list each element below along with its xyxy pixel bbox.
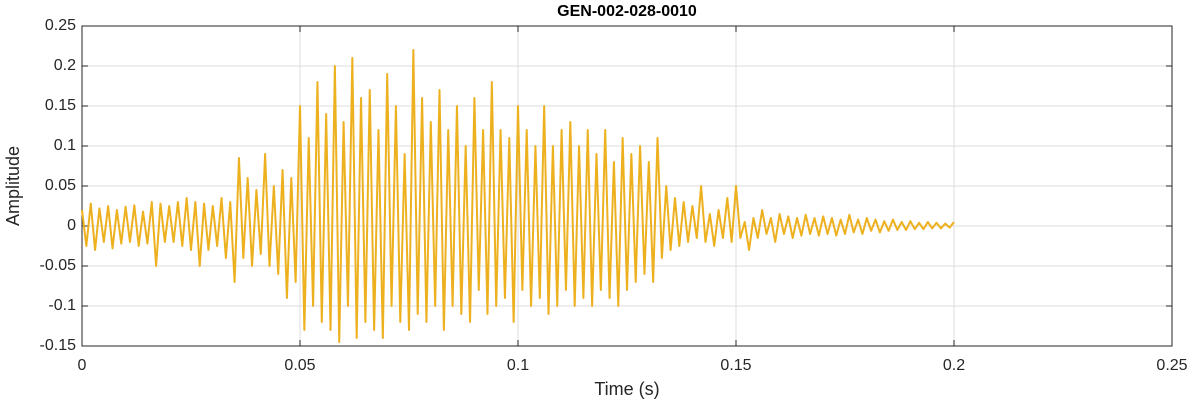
y-tick-label: 0 <box>67 217 76 234</box>
x-tick-label: 0.05 <box>284 357 315 374</box>
y-tick-label: -0.15 <box>40 337 77 354</box>
y-tick-label: -0.1 <box>48 297 76 314</box>
plot-frame <box>81 25 1173 347</box>
y-tick-label: 0.05 <box>45 177 76 194</box>
x-tick-label: 0.25 <box>1156 357 1187 374</box>
y-tick-label: 0.2 <box>54 57 76 74</box>
chart-title: GEN-002-028-0010 <box>557 3 697 20</box>
y-tick-label: -0.05 <box>40 257 77 274</box>
x-tick-label: 0.15 <box>720 357 751 374</box>
x-tick-label: 0 <box>78 357 87 374</box>
x-tick-label: 0.1 <box>507 357 529 374</box>
x-axis-label: Time (s) <box>594 379 659 399</box>
x-tick-label: 0.2 <box>943 357 965 374</box>
y-tick-label: 0.25 <box>45 17 76 34</box>
y-axis-label: Amplitude <box>3 146 23 226</box>
waveform <box>81 49 955 343</box>
y-tick-label: 0.15 <box>45 97 76 114</box>
y-tick-label: 0.1 <box>54 137 76 154</box>
